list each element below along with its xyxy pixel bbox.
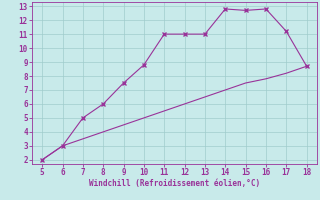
X-axis label: Windchill (Refroidissement éolien,°C): Windchill (Refroidissement éolien,°C) <box>89 179 260 188</box>
